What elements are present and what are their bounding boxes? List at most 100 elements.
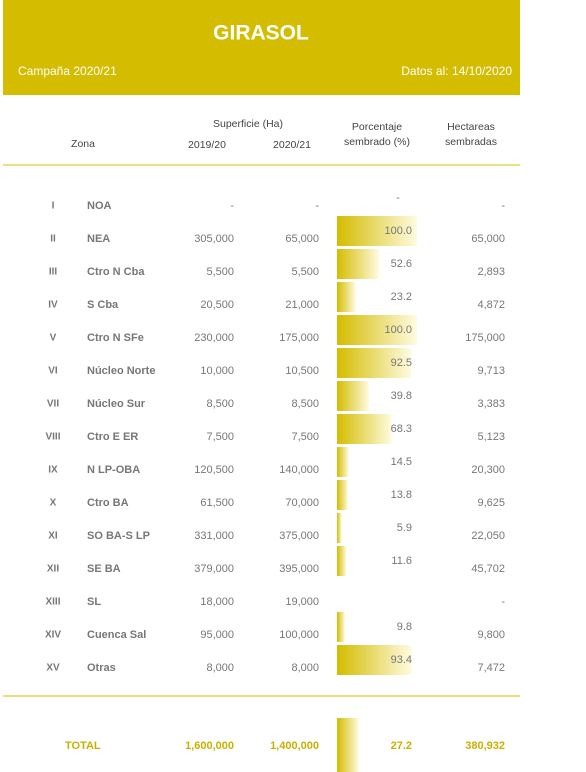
hectares: 22,050	[471, 530, 505, 542]
data-bar	[337, 348, 411, 378]
roman: VIII	[45, 432, 60, 443]
zone: Ctro BA	[87, 497, 129, 509]
roman: X	[50, 498, 57, 509]
data-bar	[337, 546, 347, 576]
col-header: Hectareas	[447, 121, 495, 133]
percent: 68.3	[391, 423, 412, 435]
total-area-2019: 1,600,000	[185, 740, 234, 752]
zone: NOA	[87, 200, 112, 212]
data-bar	[337, 513, 342, 543]
zone: Otras	[87, 662, 116, 674]
area-2020: 375,000	[279, 530, 319, 542]
date: Datos al: 14/10/2020	[401, 64, 512, 78]
area-2020: 19,000	[285, 596, 319, 608]
area-2020: 7,500	[291, 431, 319, 443]
title: GIRASOL	[213, 22, 309, 45]
hectares: 7,472	[477, 662, 505, 674]
area-2020: 5,500	[291, 266, 319, 278]
hectares: -	[501, 596, 505, 608]
area-2020: 100,000	[279, 629, 319, 641]
area-2019: -	[230, 200, 234, 212]
roman: XIII	[45, 597, 60, 608]
percent: 27.2	[391, 740, 412, 752]
hectares: 65,000	[471, 233, 505, 245]
data-bar	[337, 480, 349, 510]
data-bar	[337, 718, 359, 772]
zone: SE BA	[87, 563, 121, 575]
area-2019: 5,500	[206, 266, 234, 278]
roman: IX	[48, 465, 58, 476]
area-2019: 8,500	[206, 398, 234, 410]
total-label: TOTAL	[65, 740, 101, 752]
hectares: 9,713	[477, 365, 505, 377]
zone: SO BA-S LP	[87, 530, 150, 542]
area-2019: 8,000	[206, 662, 234, 674]
zone: Cuenca Sal	[87, 629, 146, 641]
zone: Ctro N SFe	[87, 332, 144, 344]
area-2019: 61,500	[200, 497, 234, 509]
area-2019: 95,000	[200, 629, 234, 641]
area-2020: -	[315, 200, 319, 212]
percent: 93.4	[391, 654, 412, 666]
percent: 23.2	[391, 291, 412, 303]
col-header: Porcentaje	[352, 121, 402, 133]
total-hectares: 380,932	[465, 740, 505, 752]
percent: 92.5	[391, 357, 412, 369]
area-2019: 120,500	[194, 464, 234, 476]
roman: VII	[47, 399, 59, 410]
area-2020: 65,000	[285, 233, 319, 245]
percent: 11.6	[391, 555, 412, 567]
hectares: 9,625	[477, 497, 505, 509]
percent: 9.8	[397, 621, 412, 633]
percent: 100.0	[384, 324, 412, 336]
campaign: Campaña 2020/21	[18, 64, 117, 78]
roman: V	[50, 333, 57, 344]
area-2020: 8,500	[291, 398, 319, 410]
roman: IV	[48, 300, 58, 311]
percent: 13.8	[391, 489, 412, 501]
roman: XII	[47, 564, 59, 575]
percent: -	[396, 192, 400, 204]
roman: III	[49, 267, 58, 278]
col-header: 2019/20	[188, 139, 226, 151]
area-2020: 21,000	[285, 299, 319, 311]
area-2019: 7,500	[206, 431, 234, 443]
data-bar	[337, 447, 349, 477]
col-header: Superficie (Ha)	[213, 118, 283, 130]
percent: 5.9	[397, 522, 412, 534]
roman: I	[52, 201, 55, 212]
area-2019: 379,000	[194, 563, 234, 575]
hectares: 175,000	[465, 332, 505, 344]
zone: Ctro E ER	[87, 431, 138, 443]
area-2020: 8,000	[291, 662, 319, 674]
col-header: 2020/21	[273, 139, 311, 151]
area-2019: 20,500	[200, 299, 234, 311]
data-bar	[337, 645, 412, 675]
percent: 100.0	[384, 225, 412, 237]
area-2020: 70,000	[285, 497, 319, 509]
area-2020: 10,500	[285, 365, 319, 377]
hectares: 2,893	[477, 266, 505, 278]
total-area-2020: 1,400,000	[270, 740, 319, 752]
percent: 52.6	[391, 258, 412, 270]
zone: NEA	[87, 233, 110, 245]
roman: XI	[48, 531, 58, 542]
data-bar	[337, 216, 417, 246]
hectares: 9,800	[477, 629, 505, 641]
percent: 14.5	[391, 456, 412, 468]
col-header: sembradas	[445, 136, 497, 148]
percent: 39.8	[391, 390, 412, 402]
zone: Ctro N Cba	[87, 266, 145, 278]
header-band	[3, 0, 520, 95]
zone: SL	[87, 596, 101, 608]
col-header: Zona	[71, 138, 95, 150]
area-2020: 175,000	[279, 332, 319, 344]
area-2019: 230,000	[194, 332, 234, 344]
hectares: -	[501, 200, 505, 212]
roman: XV	[46, 663, 60, 674]
zone: Núcleo Sur	[87, 398, 146, 410]
data-bar	[337, 249, 380, 279]
area-2019: 10,000	[200, 365, 234, 377]
area-2019: 331,000	[194, 530, 234, 542]
